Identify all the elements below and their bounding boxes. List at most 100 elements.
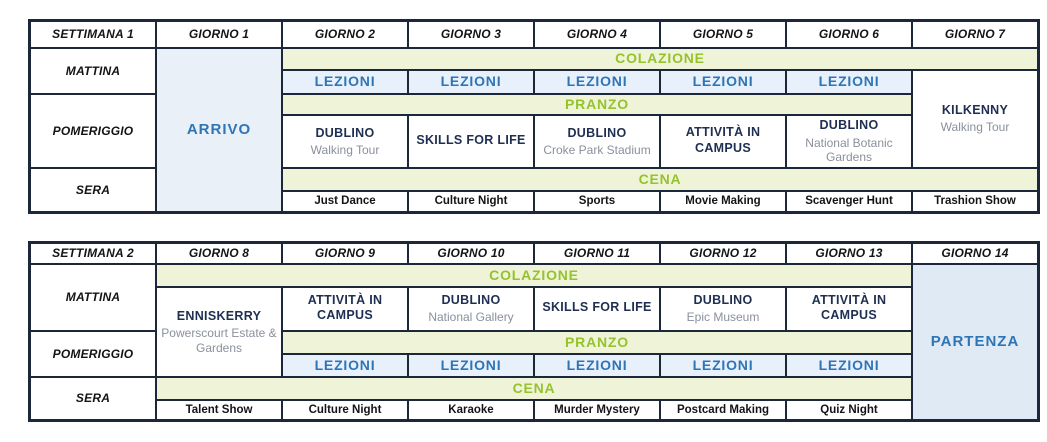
breakfast-label: COLAZIONE	[615, 50, 705, 67]
evening-activity-label: Talent Show	[185, 403, 253, 416]
day13-label: GIORNO 13	[815, 246, 883, 261]
departure-label: PARTENZA	[930, 332, 1020, 350]
week2-morning-row-label: MATTINA	[30, 264, 156, 331]
activity-title: ATTIVITÀ IN CAMPUS	[307, 292, 383, 322]
week1-dinner-band: CENA	[282, 168, 1038, 191]
evening-activity-label: Postcard Making	[676, 403, 770, 416]
day10-morning-activity: DUBLINO National Gallery	[408, 287, 534, 331]
day2-evening-activity: Just Dance	[282, 191, 408, 212]
dinner-label: CENA	[638, 170, 682, 187]
day9-evening-activity: Culture Night	[282, 400, 408, 420]
day14-label: GIORNO 14	[941, 246, 1009, 261]
day13-evening-activity: Quiz Night	[786, 400, 912, 420]
departure-cell: PARTENZA	[912, 264, 1038, 420]
lessons-label: LEZIONI	[440, 73, 502, 90]
day4-evening-activity: Sports	[534, 191, 660, 212]
week2-schedule-table: SETTIMANA 2 GIORNO 8 GIORNO 9 GIORNO 10 …	[28, 241, 1040, 422]
day6-label: GIORNO 6	[818, 27, 880, 42]
activity-subtitle: Epic Museum	[686, 310, 760, 325]
lessons-label: LEZIONI	[818, 73, 880, 90]
day2-afternoon-activity: DUBLINO Walking Tour	[282, 115, 408, 168]
day12-label: GIORNO 12	[689, 246, 757, 261]
week2-title: SETTIMANA 2	[30, 243, 156, 264]
day5-label: GIORNO 5	[692, 27, 754, 42]
week1-lessons-day4: LEZIONI	[534, 70, 660, 94]
day7-excursion-cell: KILKENNY Walking Tour	[912, 70, 1038, 168]
day12-header: GIORNO 12	[660, 243, 786, 264]
day9-header: GIORNO 9	[282, 243, 408, 264]
day11-header: GIORNO 11	[534, 243, 660, 264]
day2-label: GIORNO 2	[314, 27, 376, 42]
day7-label: GIORNO 7	[944, 27, 1006, 42]
week1-title-label: SETTIMANA 1	[52, 27, 134, 42]
day3-afternoon-activity: SKILLS FOR LIFE	[408, 115, 534, 168]
arrival-label: ARRIVO	[186, 120, 252, 138]
week1-schedule-table: SETTIMANA 1 GIORNO 1 GIORNO 2 GIORNO 3 G…	[28, 19, 1040, 214]
afternoon-label: POMERIGGIO	[52, 123, 134, 138]
lessons-label: LEZIONI	[692, 73, 754, 90]
morning-label: MATTINA	[65, 290, 121, 305]
lessons-label: LEZIONI	[566, 73, 628, 90]
day11-morning-activity: SKILLS FOR LIFE	[534, 287, 660, 331]
week1-afternoon-row-label: POMERIGGIO	[30, 94, 156, 168]
excursion-title: ENNISKERRY	[176, 308, 262, 323]
day6-afternoon-activity: DUBLINO National Botanic Gardens	[786, 115, 912, 168]
week2-lessons-day9: LEZIONI	[282, 354, 408, 377]
evening-activity-label: Movie Making	[685, 195, 761, 208]
evening-activity-label: Scavenger Hunt	[805, 195, 893, 208]
week1-lessons-day5: LEZIONI	[660, 70, 786, 94]
week2-evening-row-label: SERA	[30, 377, 156, 420]
week1-lessons-day3: LEZIONI	[408, 70, 534, 94]
evening-activity-label: Murder Mystery	[554, 403, 640, 416]
day5-header: GIORNO 5	[660, 21, 786, 48]
day8-header: GIORNO 8	[156, 243, 282, 264]
day4-label: GIORNO 4	[566, 27, 628, 42]
week2-lessons-day12: LEZIONI	[660, 354, 786, 377]
arrival-cell: ARRIVO	[156, 48, 282, 212]
week2-lessons-day13: LEZIONI	[786, 354, 912, 377]
day10-header: GIORNO 10	[408, 243, 534, 264]
evening-activity-label: Culture Night	[308, 403, 382, 416]
week1-lessons-day2: LEZIONI	[282, 70, 408, 94]
day9-label: GIORNO 9	[314, 246, 376, 261]
day3-evening-activity: Culture Night	[408, 191, 534, 212]
lunch-label: PRANZO	[565, 95, 629, 112]
day8-label: GIORNO 8	[188, 246, 250, 261]
evening-activity-label: Quiz Night	[820, 403, 878, 416]
lunch-label: PRANZO	[565, 333, 629, 350]
lessons-label: LEZIONI	[818, 356, 880, 373]
activity-title: DUBLINO	[819, 118, 879, 133]
evening-label: SERA	[75, 182, 111, 197]
evening-activity-label: Sports	[578, 195, 616, 208]
week2-breakfast-band: COLAZIONE	[156, 264, 912, 287]
day7-evening-activity: Trashion Show	[912, 191, 1038, 212]
dinner-label: CENA	[512, 379, 556, 396]
lessons-label: LEZIONI	[440, 356, 502, 373]
day4-afternoon-activity: DUBLINO Croke Park Stadium	[534, 115, 660, 168]
activity-title: DUBLINO	[441, 293, 501, 308]
breakfast-label: COLAZIONE	[489, 266, 579, 283]
activity-title: DUBLINO	[567, 125, 627, 140]
activity-subtitle: Croke Park Stadium	[543, 142, 651, 157]
day14-header: GIORNO 14	[912, 243, 1038, 264]
excursion-title: KILKENNY	[941, 103, 1009, 118]
activity-subtitle: National Botanic Gardens	[805, 135, 893, 165]
day4-header: GIORNO 4	[534, 21, 660, 48]
day9-morning-activity: ATTIVITÀ IN CAMPUS	[282, 287, 408, 331]
week2-lunch-band: PRANZO	[282, 331, 912, 354]
morning-label: MATTINA	[65, 63, 121, 78]
day13-morning-activity: ATTIVITÀ IN CAMPUS	[786, 287, 912, 331]
evening-activity-label: Karaoke	[448, 403, 494, 416]
day12-evening-activity: Postcard Making	[660, 400, 786, 420]
week1-morning-row-label: MATTINA	[30, 48, 156, 94]
day8-excursion-cell: ENNISKERRY Powerscourt Estate & Gardens	[156, 287, 282, 377]
activity-subtitle: Walking Tour	[310, 142, 380, 157]
activity-title: SKILLS FOR LIFE	[542, 300, 652, 315]
day1-header: GIORNO 1	[156, 21, 282, 48]
lessons-label: LEZIONI	[692, 356, 754, 373]
day10-evening-activity: Karaoke	[408, 400, 534, 420]
lessons-label: LEZIONI	[314, 356, 376, 373]
day12-morning-activity: DUBLINO Epic Museum	[660, 287, 786, 331]
day8-evening-activity: Talent Show	[156, 400, 282, 420]
excursion-subtitle: Walking Tour	[940, 120, 1010, 135]
